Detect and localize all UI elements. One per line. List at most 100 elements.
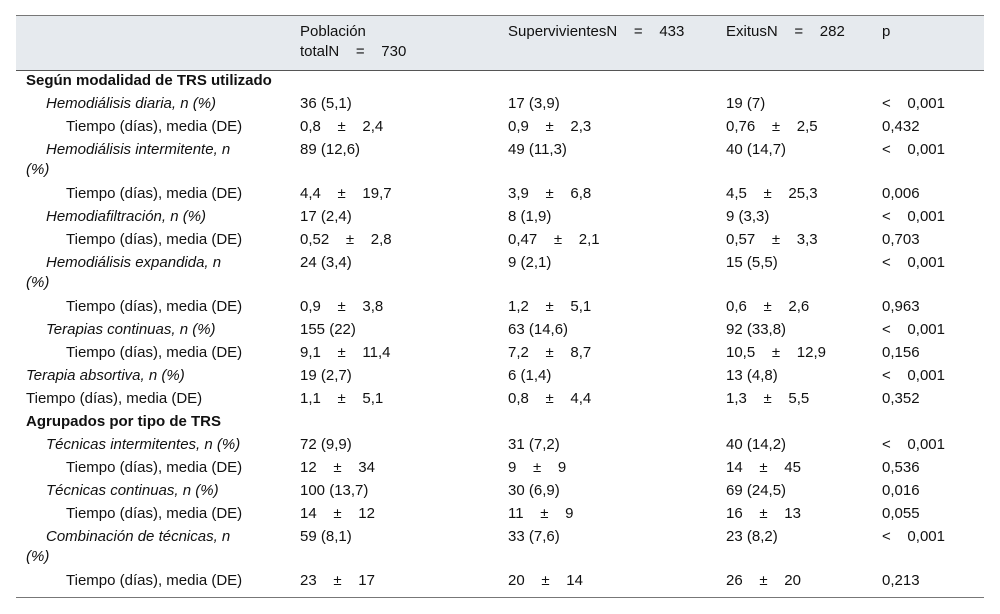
cell-supervivientes: 9 ± 9	[508, 459, 567, 476]
cell-p: 0,055	[882, 505, 920, 522]
row-label: Tiempo (días), media (DE)	[66, 572, 243, 589]
section-title-modalidad: Según modalidad de TRS utilizado	[26, 72, 272, 89]
cell-poblacion: 0,52 ± 2,8	[300, 231, 392, 248]
table-bottom-rule	[16, 597, 984, 598]
cell-p: 0,963	[882, 298, 920, 315]
cell-p: 0,016	[882, 482, 920, 499]
table-top-rule	[16, 15, 984, 16]
cell-p: 0,536	[882, 459, 920, 476]
header-supervivientes: SupervivientesN = 433	[508, 23, 685, 40]
cell-supervivientes: 17 (3,9)	[508, 95, 560, 112]
row-label: Hemodiálisis diaria, n (%)	[46, 95, 217, 112]
row-label: Tiempo (días), media (DE)	[66, 118, 243, 135]
cell-exitus: 1,3 ± 5,5	[726, 390, 810, 407]
cell-supervivientes: 8 (1,9)	[508, 208, 552, 225]
cell-exitus: 23 (8,2)	[726, 528, 778, 545]
cell-exitus: 40 (14,7)	[726, 141, 787, 158]
row-label-line2: (%)	[26, 161, 50, 178]
cell-supervivientes: 33 (7,6)	[508, 528, 560, 545]
cell-p: 0,156	[882, 344, 920, 361]
cell-supervivientes: 11 ± 9	[508, 505, 574, 522]
cell-p: < 0,001	[882, 367, 945, 384]
cell-p: 0,006	[882, 185, 920, 202]
cell-exitus: 0,6 ± 2,6	[726, 298, 810, 315]
cell-p: 0,703	[882, 231, 920, 248]
cell-p: < 0,001	[882, 95, 945, 112]
row-label: Tiempo (días), media (DE)	[66, 231, 243, 248]
cell-poblacion: 23 ± 17	[300, 572, 375, 589]
cell-supervivientes: 49 (11,3)	[508, 141, 567, 158]
header-poblacion-line1: Población	[300, 23, 366, 40]
row-label: Tiempo (días), media (DE)	[66, 185, 243, 202]
row-label: Tiempo (días), media (DE)	[66, 344, 243, 361]
row-label-line1: Hemodiálisis expandida, n	[46, 254, 222, 271]
cell-p: 0,432	[882, 118, 920, 135]
cell-supervivientes: 6 (1,4)	[508, 367, 552, 384]
cell-poblacion: 100 (13,7)	[300, 482, 369, 499]
row-label: Técnicas intermitentes, n (%)	[46, 436, 241, 453]
cell-poblacion: 36 (5,1)	[300, 95, 352, 112]
cell-p: < 0,001	[882, 254, 945, 271]
row-label-line2: (%)	[26, 274, 50, 291]
cell-supervivientes: 9 (2,1)	[508, 254, 552, 271]
cell-exitus: 0,76 ± 2,5	[726, 118, 818, 135]
cell-exitus: 10,5 ± 12,9	[726, 344, 826, 361]
cell-exitus: 19 (7)	[726, 95, 766, 112]
cell-supervivientes: 7,2 ± 8,7	[508, 344, 592, 361]
cell-supervivientes: 1,2 ± 5,1	[508, 298, 592, 315]
cell-exitus: 14 ± 45	[726, 459, 801, 476]
row-label-line2: (%)	[26, 548, 50, 565]
cell-exitus: 15 (5,5)	[726, 254, 778, 271]
table-header-background	[16, 16, 984, 71]
cell-exitus: 40 (14,2)	[726, 436, 787, 453]
cell-poblacion: 0,9 ± 3,8	[300, 298, 384, 315]
cell-exitus: 69 (24,5)	[726, 482, 787, 499]
row-label: Tiempo (días), media (DE)	[66, 505, 243, 522]
header-poblacion-line2: totalN = 730	[300, 43, 407, 60]
cell-supervivientes: 3,9 ± 6,8	[508, 185, 592, 202]
cell-exitus: 16 ± 13	[726, 505, 801, 522]
cell-exitus: 0,57 ± 3,3	[726, 231, 818, 248]
cell-poblacion: 14 ± 12	[300, 505, 375, 522]
row-label: Terapia absortiva, n (%)	[26, 367, 185, 384]
row-label-line1: Hemodiálisis intermitente, n	[46, 141, 231, 158]
cell-poblacion: 19 (2,7)	[300, 367, 352, 384]
cell-supervivientes: 20 ± 14	[508, 572, 583, 589]
cell-poblacion: 17 (2,4)	[300, 208, 352, 225]
cell-poblacion: 24 (3,4)	[300, 254, 352, 271]
cell-poblacion: 4,4 ± 19,7	[300, 185, 392, 202]
row-label: Terapias continuas, n (%)	[46, 321, 216, 338]
cell-exitus: 9 (3,3)	[726, 208, 770, 225]
cell-poblacion: 72 (9,9)	[300, 436, 352, 453]
cell-supervivientes: 0,9 ± 2,3	[508, 118, 592, 135]
cell-poblacion: 59 (8,1)	[300, 528, 352, 545]
cell-exitus: 26 ± 20	[726, 572, 801, 589]
row-label: Tiempo (días), media (DE)	[66, 459, 243, 476]
cell-supervivientes: 0,8 ± 4,4	[508, 390, 592, 407]
row-label: Técnicas continuas, n (%)	[46, 482, 219, 499]
cell-p: < 0,001	[882, 208, 945, 225]
cell-poblacion: 9,1 ± 11,4	[300, 344, 391, 361]
cell-poblacion: 0,8 ± 2,4	[300, 118, 384, 135]
row-label: Tiempo (días), media (DE)	[26, 390, 203, 407]
cell-p: < 0,001	[882, 141, 945, 158]
cell-poblacion: 1,1 ± 5,1	[300, 390, 384, 407]
cell-p: < 0,001	[882, 321, 945, 338]
header-exitus: ExitusN = 282	[726, 23, 845, 40]
cell-exitus: 4,5 ± 25,3	[726, 185, 818, 202]
cell-poblacion: 155 (22)	[300, 321, 356, 338]
cell-supervivientes: 31 (7,2)	[508, 436, 560, 453]
cell-poblacion: 12 ± 34	[300, 459, 375, 476]
cell-supervivientes: 30 (6,9)	[508, 482, 560, 499]
cell-exitus: 92 (33,8)	[726, 321, 787, 338]
cell-poblacion: 89 (12,6)	[300, 141, 361, 158]
cell-exitus: 13 (4,8)	[726, 367, 778, 384]
cell-p: < 0,001	[882, 436, 945, 453]
row-label-line1: Combinación de técnicas, n	[46, 528, 231, 545]
row-label: Tiempo (días), media (DE)	[66, 298, 243, 315]
cell-p: 0,213	[882, 572, 920, 589]
cell-supervivientes: 0,47 ± 2,1	[508, 231, 600, 248]
cell-supervivientes: 63 (14,6)	[508, 321, 569, 338]
cell-p: 0,352	[882, 390, 920, 407]
row-label: Hemodiafiltración, n (%)	[46, 208, 207, 225]
